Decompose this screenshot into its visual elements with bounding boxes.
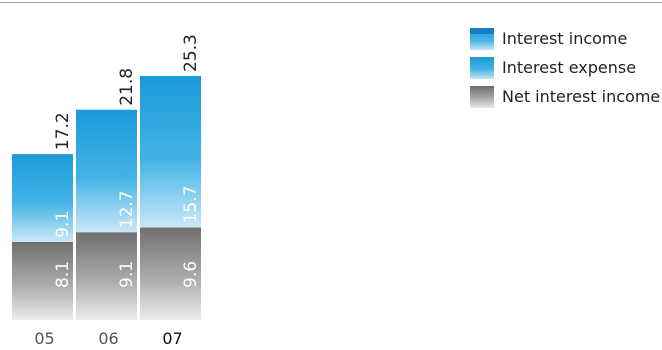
interest-expense-label: 9.1 [53, 211, 73, 238]
x-tick-label: 06 [98, 329, 118, 348]
legend-item-interest-expense: Interest expense [470, 53, 660, 82]
legend-item-net-interest-income: Net interest income [470, 82, 660, 111]
bar-interest-expense [140, 76, 201, 228]
total-label: 21.8 [117, 68, 137, 106]
x-tick-label: 07 [162, 329, 182, 348]
legend-swatch-interest-expense [470, 56, 494, 79]
legend-label: Net interest income [502, 87, 661, 106]
bar-interest-expense [76, 109, 137, 233]
total-label: 25.3 [181, 34, 201, 72]
legend-label: Interest expense [502, 58, 637, 77]
legend-label: Interest income [502, 29, 628, 48]
net-interest-income-label: 9.6 [181, 261, 201, 288]
legend-item-interest-income: Interest income [470, 24, 660, 53]
net-interest-income-label: 8.1 [53, 261, 73, 288]
total-label: 17.2 [53, 112, 73, 150]
net-interest-income-label: 9.1 [117, 261, 137, 288]
bar-net-interest-income [12, 241, 73, 320]
legend-swatch-interest-income [470, 27, 494, 50]
legend: Interest income Interest expense Net int… [470, 24, 660, 111]
interest-expense-label: 15.7 [181, 186, 201, 224]
bar-net-interest-income [76, 232, 137, 320]
legend-swatch-net-interest-income [470, 85, 494, 108]
bar-interest-expense [12, 154, 73, 242]
bar-net-interest-income [140, 227, 201, 320]
interest-expense-label: 12.7 [117, 190, 137, 228]
x-tick-label: 05 [34, 329, 54, 348]
